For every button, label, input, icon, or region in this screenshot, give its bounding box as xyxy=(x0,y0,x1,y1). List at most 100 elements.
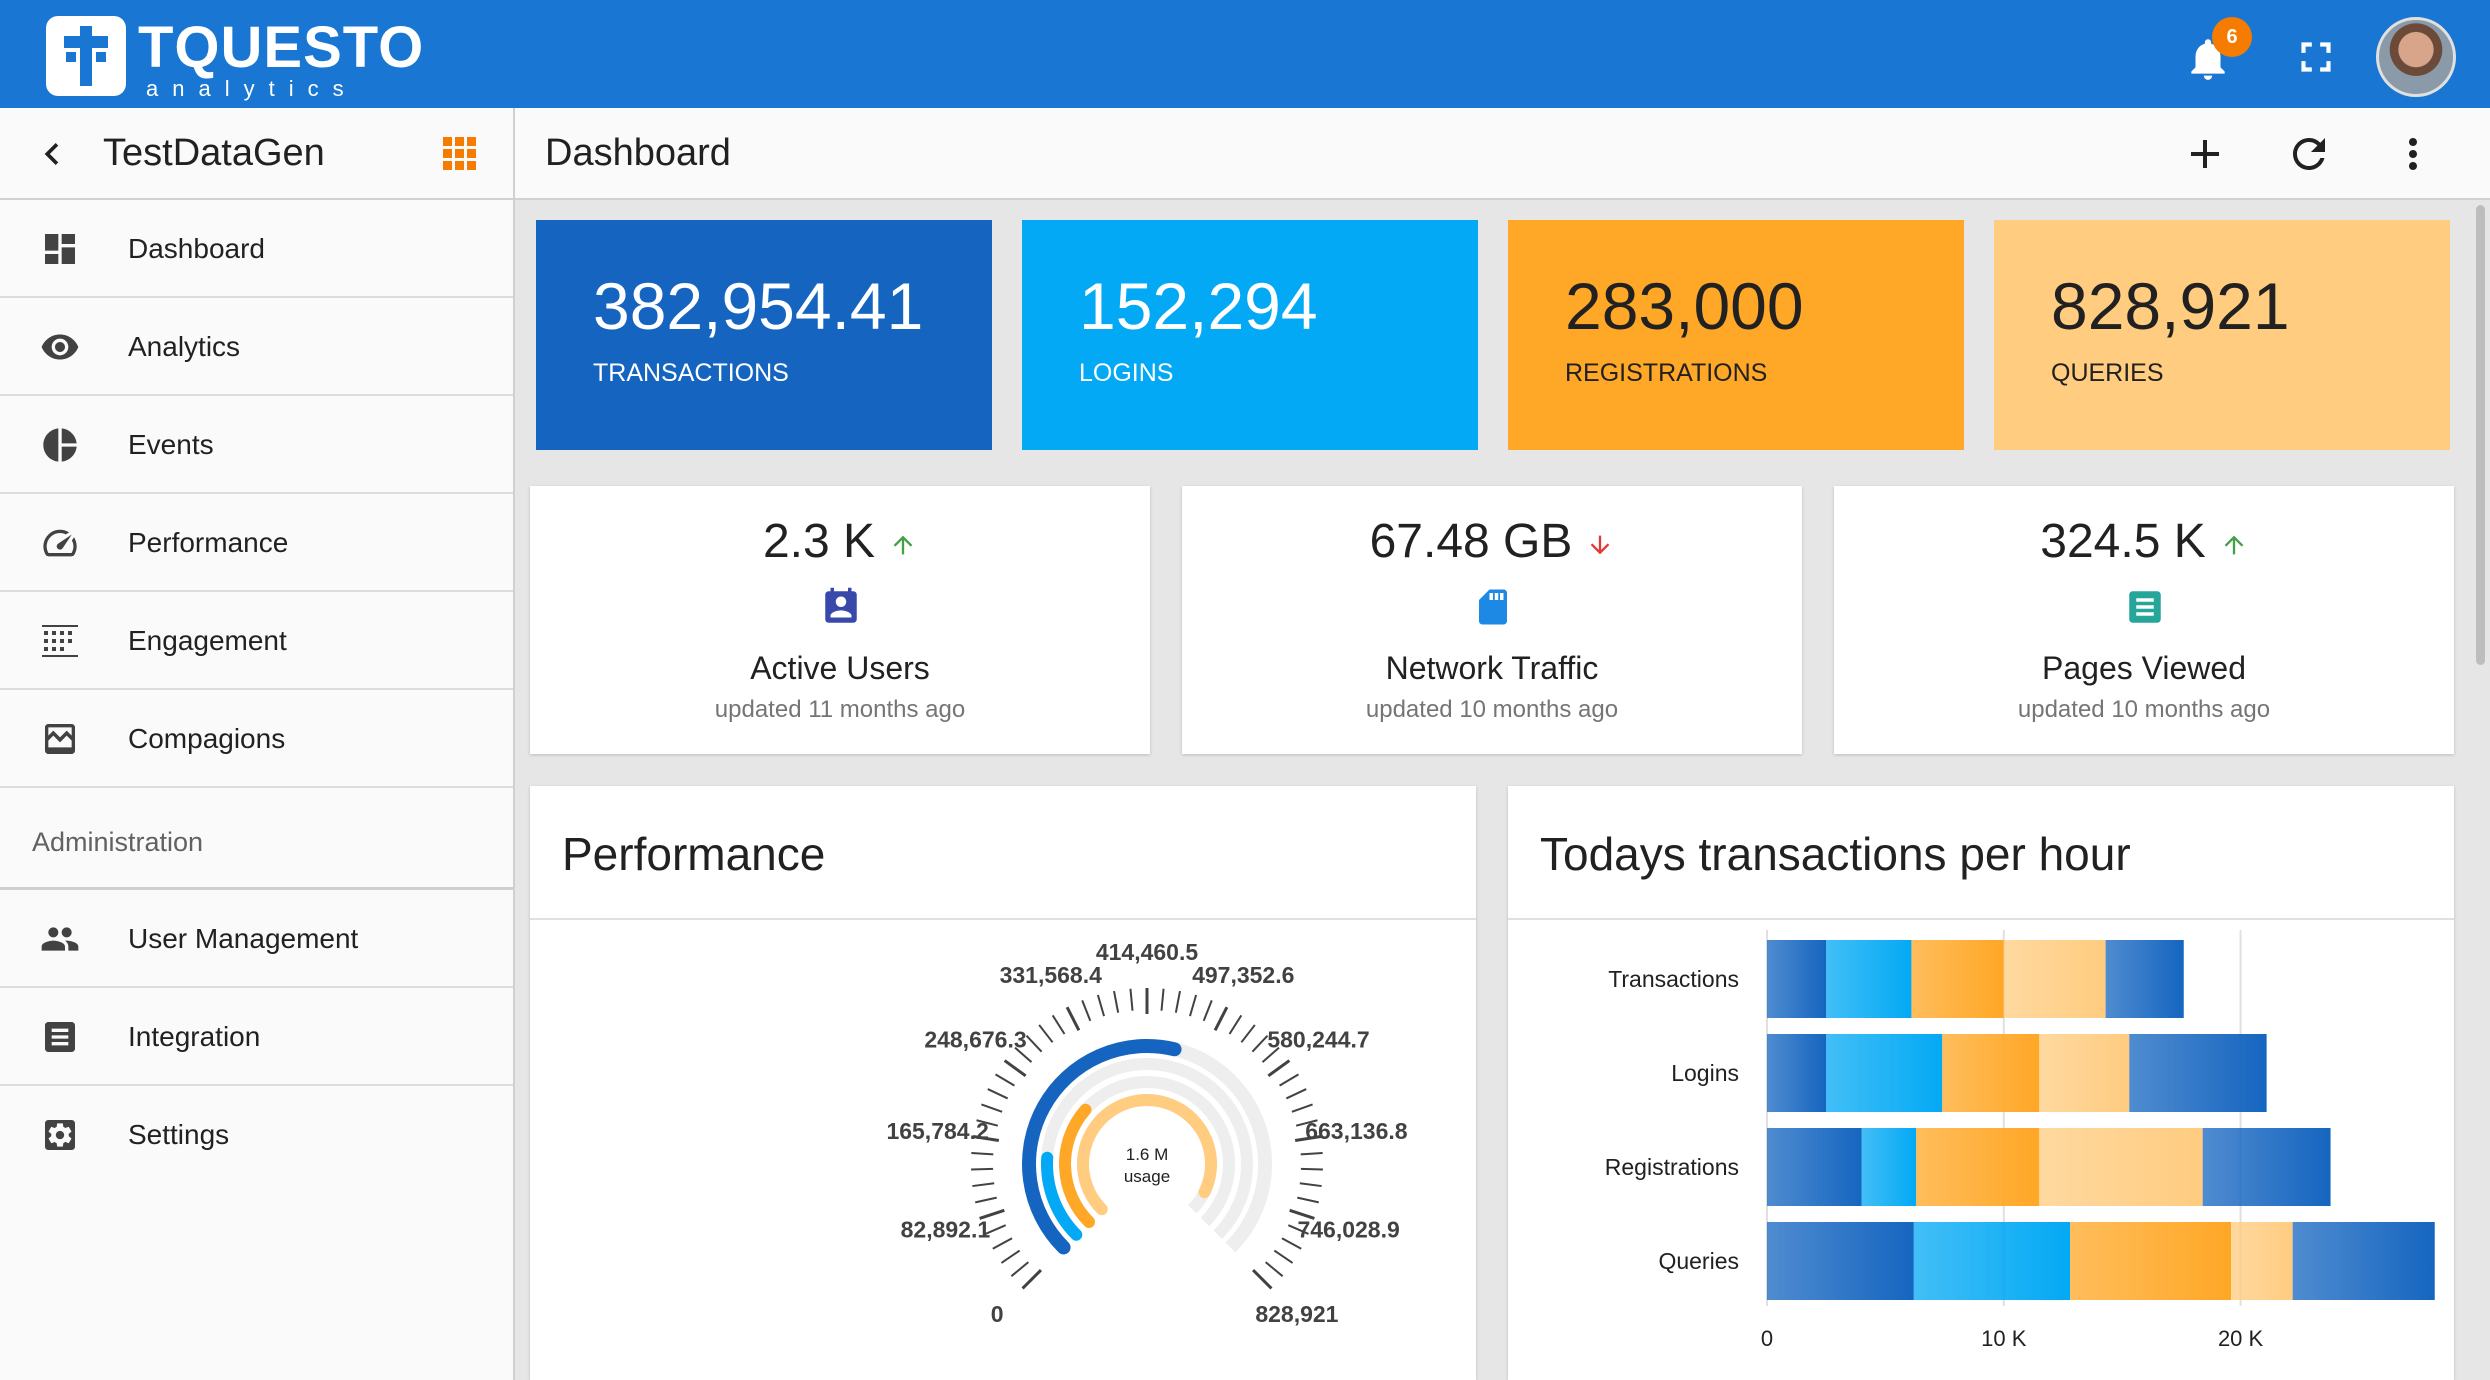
brand-logo[interactable]: TQUESTO analytics xyxy=(46,16,423,100)
gauge-minor-tick xyxy=(1295,1119,1318,1127)
user-avatar[interactable] xyxy=(2376,17,2456,97)
sidebar-item-settings[interactable]: Settings xyxy=(0,1086,513,1184)
panel-divider xyxy=(1508,918,2454,920)
project-title: TestDataGen xyxy=(103,132,325,174)
chart-bar-segment xyxy=(1861,1128,1917,1206)
sidebar-item-dashboard[interactable]: Dashboard xyxy=(0,200,513,298)
sidebar-item-integration[interactable]: Integration xyxy=(0,988,513,1086)
kpi-card-network-traffic[interactable]: 67.48 GB Network Traffic updated 10 mont… xyxy=(1182,486,1802,754)
logo-text: TQUESTO xyxy=(138,15,425,80)
stat-card-transactions[interactable]: 382,954.41 TRANSACTIONS xyxy=(536,220,992,450)
kpi-card-active-users[interactable]: 2.3 K Active Users updated 11 months ago xyxy=(530,486,1150,754)
sidebar-item-engagement[interactable]: Engagement xyxy=(0,592,513,690)
back-arrow-icon[interactable] xyxy=(30,132,74,176)
sidebar-item-user-management[interactable]: User Management xyxy=(0,890,513,988)
gauge-minor-tick xyxy=(1285,1088,1307,1100)
chart-bar-segment xyxy=(2129,1034,2267,1112)
logo-subtitle: analytics xyxy=(146,76,358,101)
gauge-minor-tick xyxy=(975,1196,997,1204)
sidebar-item-label: Performance xyxy=(128,527,289,558)
gauge-major-tick xyxy=(1289,1208,1315,1220)
gauge-minor-tick xyxy=(1051,1014,1066,1035)
gauge-scale-label: 165,784.2 xyxy=(886,1118,988,1144)
gauge-scale-label: 0 xyxy=(991,1301,1004,1327)
gauge-minor-tick xyxy=(1273,1249,1294,1264)
gauge-minor-tick xyxy=(1297,1196,1319,1204)
chart-bar-segment xyxy=(2292,1222,2435,1300)
scrollbar-thumb[interactable] xyxy=(2476,205,2485,665)
sidebar-item-analytics[interactable]: Analytics xyxy=(0,298,513,396)
sidebar-item-performance[interactable]: Performance xyxy=(0,494,513,592)
gauge-scale-label: 414,460.5 xyxy=(1096,939,1199,965)
gauge-center-label: usage xyxy=(1124,1167,1170,1186)
chart-bar-segment xyxy=(2105,940,2184,1018)
performance-panel: Performance 0 82,892.1 165,784.2 248,676.3 3… xyxy=(530,786,1476,1380)
kpi-card-pages-viewed[interactable]: 324.5 K Pages Viewed updated 10 months a… xyxy=(1834,486,2454,754)
panel-divider xyxy=(530,918,1476,920)
kpi-value: 2.3 K xyxy=(762,515,876,569)
fullscreen-icon[interactable] xyxy=(2291,32,2341,82)
top-app-bar: TQUESTO analytics 6 xyxy=(0,0,2490,108)
chart-x-tick-label: 10 K xyxy=(1981,1326,2027,1351)
kpi-updated: updated 10 months ago xyxy=(1365,696,1619,723)
kpi-value: 67.48 GB xyxy=(1369,515,1573,569)
stat-label: QUERIES xyxy=(2051,359,2164,387)
chart-bar-segment xyxy=(2231,1222,2293,1300)
gauge-center-value: 1.6 M xyxy=(1126,1145,1169,1164)
gauge-minor-tick xyxy=(1300,1167,1323,1171)
chart-category-label: Logins xyxy=(1671,1060,1739,1086)
kpi-value: 324.5 K xyxy=(2040,515,2206,569)
gauge-minor-tick xyxy=(976,1119,999,1127)
chart-bar-segment xyxy=(1916,1128,2040,1206)
pie-icon xyxy=(40,425,80,465)
sidebar-item-compagions[interactable]: Compagions xyxy=(0,690,513,788)
gauge-minor-tick xyxy=(1189,994,1198,1017)
add-icon[interactable] xyxy=(2181,130,2229,178)
chart-line-icon xyxy=(40,719,80,759)
kpi-updated: updated 11 months ago xyxy=(714,696,966,723)
gear-icon xyxy=(40,1115,80,1155)
page-title: Dashboard xyxy=(545,132,731,174)
stat-value: 283,000 xyxy=(1565,269,1804,343)
gauge-minor-tick xyxy=(981,1103,1003,1113)
stat-value: 382,954.41 xyxy=(593,269,924,343)
performance-gauge: 0 82,892.1 165,784.2 248,676.3 331,568.4414,… xyxy=(886,939,1407,1327)
gauge-minor-tick xyxy=(1081,999,1092,1022)
sidebar-item-events[interactable]: Events xyxy=(0,396,513,494)
gauge-scale-label: 746,028.9 xyxy=(1297,1217,1399,1243)
stat-card-registrations[interactable]: 283,000 REGISTRATIONS xyxy=(1508,220,1964,450)
project-header: TestDataGen xyxy=(0,108,515,200)
chart-x-tick-label: 0 xyxy=(1761,1326,1773,1351)
gauge-minor-tick xyxy=(985,1224,1007,1235)
chart-bar-segment xyxy=(1826,940,1912,1018)
gauge-scale-label: 331,568.4 xyxy=(1000,962,1103,988)
chart-bar-segment xyxy=(1767,940,1827,1018)
panel-title: Performance xyxy=(562,828,826,880)
apps-grid-icon[interactable] xyxy=(442,136,478,172)
stat-card-logins[interactable]: 152,294 LOGINS xyxy=(1022,220,1478,450)
document-icon xyxy=(2124,586,2166,628)
gauge-major-tick xyxy=(1021,1269,1042,1290)
refresh-icon[interactable] xyxy=(2285,130,2333,178)
dashboard-icon xyxy=(40,229,80,269)
stat-value: 152,294 xyxy=(1079,269,1318,343)
gauge-minor-tick xyxy=(1014,1046,1033,1063)
chart-bar-segment xyxy=(1767,1034,1827,1112)
sidebar-item-label: Events xyxy=(128,429,214,460)
stat-card-queries[interactable]: 828,921 QUERIES xyxy=(1994,220,2450,450)
chart-bar-segment xyxy=(2003,940,2106,1018)
arrow-up-icon xyxy=(889,526,917,555)
more-vertical-icon[interactable] xyxy=(2389,130,2437,178)
gauge-scale-label: 497,352.6 xyxy=(1192,962,1294,988)
gauge-series-arc xyxy=(1041,1151,1083,1241)
sidebar-item-label: Analytics xyxy=(128,331,241,362)
stat-label: TRANSACTIONS xyxy=(593,359,789,387)
gauge-minor-tick xyxy=(995,1073,1015,1087)
sidebar-item-label: Engagement xyxy=(128,625,287,656)
gauge-minor-tick xyxy=(987,1088,1009,1100)
chart-bar-segment xyxy=(1913,1222,2071,1300)
panel-title: Todays transactions per hour xyxy=(1540,828,2131,880)
sidebar-item-label: Compagions xyxy=(128,723,286,754)
chart-bar-segment xyxy=(1767,1222,1914,1300)
gauge-minor-tick xyxy=(1299,1182,1322,1188)
